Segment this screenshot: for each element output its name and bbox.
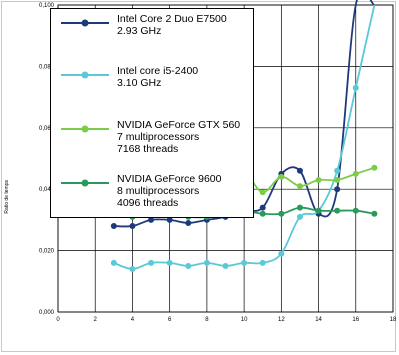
data-point	[166, 259, 173, 266]
data-point	[241, 259, 248, 266]
legend-line: Intel Core 2 Duo E7500	[117, 13, 227, 25]
legend-swatch-marker	[81, 19, 89, 27]
data-point	[259, 204, 266, 211]
data-point	[166, 216, 173, 223]
data-point	[334, 176, 341, 183]
x-tick-label: 16	[352, 317, 359, 323]
legend-line: 7 multiprocessors	[117, 131, 200, 143]
x-tick-label: 10	[241, 317, 248, 323]
data-point	[352, 84, 359, 91]
data-point	[296, 167, 303, 174]
data-point	[334, 167, 341, 174]
y-tick-label: 0,020	[39, 249, 55, 255]
legend-swatch-marker	[81, 71, 89, 79]
data-point	[315, 207, 322, 214]
legend-text: NVIDIA GeForce GTX 560 7 multiprocessors 7…	[117, 119, 240, 155]
y-tick-label: 0,040	[39, 187, 55, 193]
data-point	[334, 207, 341, 214]
legend-line: 2.93 GHz	[117, 25, 162, 37]
data-point	[278, 173, 285, 180]
data-point	[110, 223, 117, 230]
x-tick-label: 6	[168, 317, 172, 323]
x-tick-label: 18	[390, 317, 397, 323]
legend-swatch-marker	[81, 125, 89, 133]
data-point	[185, 262, 192, 269]
data-point	[296, 204, 303, 211]
data-point	[296, 213, 303, 220]
legend-line: 3.10 GHz	[117, 77, 162, 89]
legend-text: NVIDIA GeForce 9600 8 multiprocessors 4096…	[117, 173, 221, 209]
data-point	[148, 216, 155, 223]
legend-swatch	[61, 19, 109, 27]
legend-line: 7168 threads	[117, 143, 179, 155]
data-point	[259, 259, 266, 266]
x-tick-label: 4	[131, 317, 135, 323]
legend-text: Intel core i5-2400 3.10 GHz	[117, 65, 198, 89]
data-point	[334, 186, 341, 193]
data-point	[110, 259, 117, 266]
data-point	[185, 219, 192, 226]
legend-text: Intel Core 2 Duo E7500 2.93 GHz	[117, 13, 227, 37]
data-point	[371, 210, 378, 217]
legend-line: NVIDIA GeForce 9600	[117, 173, 222, 185]
data-point	[259, 189, 266, 196]
legend-line: 4096 threads	[117, 197, 179, 209]
y-axis-label: Ratio de temps	[4, 180, 10, 214]
data-point	[259, 210, 266, 217]
x-tick-label: 0	[56, 317, 60, 323]
legend-swatch	[61, 71, 109, 79]
x-tick-label: 14	[315, 317, 322, 323]
data-point	[315, 176, 322, 183]
data-point	[148, 259, 155, 266]
data-point	[222, 262, 229, 269]
x-tick-label: 8	[205, 317, 209, 323]
data-point	[278, 250, 285, 257]
legend-swatch	[61, 125, 109, 133]
data-point	[296, 183, 303, 190]
data-point	[278, 210, 285, 217]
legend-swatch	[61, 179, 109, 187]
data-point	[129, 266, 136, 273]
y-tick-label: 0,080	[39, 64, 55, 70]
x-tick-label: 12	[278, 317, 285, 323]
y-tick-label: 0,060	[39, 126, 55, 132]
legend-line: 8 multiprocessors	[117, 185, 200, 197]
data-point	[129, 223, 136, 230]
y-tick-label: 0,000	[39, 310, 55, 316]
data-point	[203, 259, 210, 266]
y-tick-label: 0,100	[39, 3, 55, 9]
data-point	[352, 207, 359, 214]
legend: Intel Core 2 Duo E7500 2.93 GHz Intel core…	[50, 8, 254, 218]
legend-line: NVIDIA GeForce GTX 560	[117, 119, 241, 131]
data-point	[371, 164, 378, 171]
x-tick-label: 2	[94, 317, 98, 323]
data-point	[352, 170, 359, 177]
legend-swatch-marker	[81, 179, 89, 187]
legend-line: Intel core i5-2400	[117, 65, 199, 77]
